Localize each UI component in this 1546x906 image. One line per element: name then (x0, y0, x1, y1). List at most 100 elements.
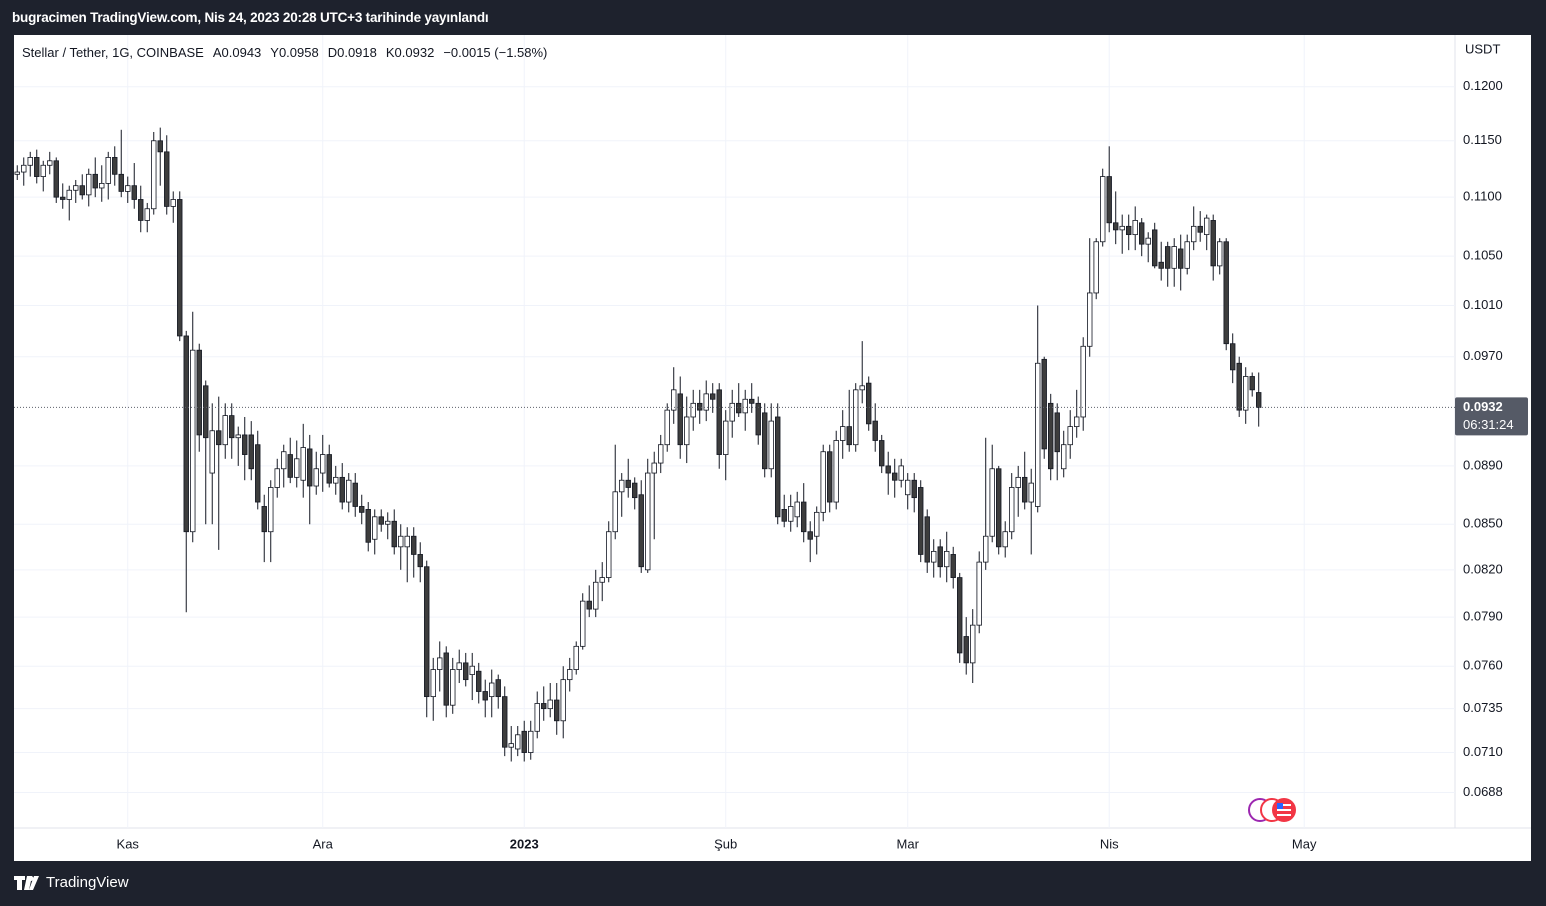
candle-body (1067, 426, 1073, 446)
y-tick-label: 0.0890 (1463, 457, 1503, 472)
candle-body (1139, 222, 1145, 245)
candle-body (612, 491, 618, 533)
candle-body (417, 554, 423, 568)
legend-symbol: Stellar / Tether, 1G, COINBASE (22, 45, 204, 60)
candle-body (736, 402, 742, 414)
x-tick-label: Şub (714, 836, 737, 851)
candle-body (775, 416, 781, 518)
candle-body (898, 465, 904, 481)
candle-body (567, 669, 573, 681)
legend-high: Y0.0958 (270, 45, 318, 60)
legend-open: A0.0943 (213, 45, 261, 60)
candle-body (983, 535, 989, 563)
candle-body (151, 140, 157, 210)
candle-body (73, 185, 79, 191)
footer: TradingView (14, 874, 129, 891)
candle-body (937, 546, 943, 568)
candle-body (242, 434, 248, 455)
candle-body (489, 682, 495, 698)
candle-body (365, 509, 371, 543)
candle-body (573, 645, 579, 670)
candle-body (684, 416, 690, 446)
candle-body (521, 730, 527, 753)
y-unit: USDT (1465, 41, 1500, 56)
y-tick-label: 0.0688 (1463, 784, 1503, 799)
candle-body (1243, 376, 1249, 411)
candle-body (677, 393, 683, 446)
candle-body (372, 516, 378, 540)
legend-close: K0.0932 (386, 45, 434, 60)
candle-body (463, 662, 469, 681)
legend-change: −0.0015 (−1.58%) (443, 45, 547, 60)
candle-body (307, 448, 313, 487)
candle-body (1022, 476, 1028, 503)
candle-body (1178, 248, 1184, 269)
candle-body (14, 171, 20, 175)
candle-body (931, 550, 937, 563)
candle-body (911, 479, 917, 499)
candle-body (619, 479, 625, 493)
candle-body (586, 600, 592, 610)
candle-body (326, 454, 332, 484)
candle-body (1119, 225, 1125, 231)
candle-body (1191, 225, 1197, 243)
y-tick-label: 0.0850 (1463, 516, 1503, 531)
candle-body (970, 624, 976, 664)
candle-body (755, 402, 761, 436)
y-tick-label: 0.0820 (1463, 561, 1503, 576)
candle-body (1106, 176, 1112, 224)
candle-body (294, 458, 300, 478)
candle-body (794, 501, 800, 518)
candle-body (989, 468, 995, 537)
y-tick-label: 0.1150 (1463, 132, 1502, 147)
candle-body (820, 451, 826, 513)
y-tick-label: 0.0790 (1463, 609, 1503, 624)
candle-body (703, 393, 709, 411)
candle-body (554, 699, 560, 722)
candle-body (1256, 392, 1262, 408)
brand: TradingView (46, 874, 129, 891)
candle-body (716, 389, 722, 455)
y-tick-label: 0.1010 (1463, 297, 1503, 312)
candle-body (885, 465, 891, 474)
candle-body (599, 577, 605, 583)
candle-body (645, 472, 651, 571)
candle-body (807, 531, 813, 540)
candle-body (274, 468, 280, 488)
candle-body (398, 535, 404, 548)
x-tick-label: Nis (1100, 836, 1119, 851)
candle-body (1152, 229, 1158, 267)
candle-body (651, 462, 657, 474)
grid (14, 35, 1455, 828)
candle-body (1015, 476, 1021, 488)
candle-body (86, 173, 92, 196)
x-tick-label: Mar (897, 836, 920, 851)
candle-body (209, 430, 215, 474)
candles (14, 127, 1262, 762)
candle-body (833, 440, 839, 503)
candle-body (560, 679, 566, 722)
candle-body (859, 385, 865, 391)
candle-body (1041, 358, 1047, 450)
candle-body (404, 535, 410, 548)
candle-body (892, 472, 898, 481)
candle-body (1002, 531, 1008, 548)
publish-info: bugracimen TradingView.com, Nis 24, 2023… (12, 10, 489, 25)
candle-body (944, 550, 950, 568)
logo (14, 875, 39, 890)
candle-body (183, 335, 189, 533)
candle-body (1204, 217, 1210, 236)
candle-body (827, 451, 833, 503)
candle-body (248, 434, 254, 470)
candle-body (846, 426, 852, 446)
candle-body (378, 516, 384, 525)
y-tick-label: 0.1100 (1463, 189, 1502, 204)
candle-body (1223, 241, 1229, 345)
candle-body (1210, 220, 1216, 267)
candle-body (157, 140, 163, 153)
candle-body (996, 468, 1002, 548)
candle-body (918, 487, 924, 555)
candle-body (105, 157, 111, 184)
candle-body (664, 409, 670, 446)
